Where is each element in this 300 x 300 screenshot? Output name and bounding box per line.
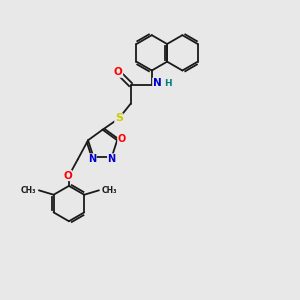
Text: S: S: [115, 113, 123, 124]
Text: N: N: [88, 154, 96, 164]
Text: O: O: [118, 134, 126, 144]
Text: N: N: [153, 78, 161, 88]
Text: CH₃: CH₃: [101, 186, 117, 195]
Text: H: H: [164, 79, 172, 88]
Text: N: N: [108, 154, 116, 164]
Text: O: O: [63, 171, 72, 181]
Text: O: O: [114, 67, 123, 77]
Text: CH₃: CH₃: [21, 186, 37, 195]
